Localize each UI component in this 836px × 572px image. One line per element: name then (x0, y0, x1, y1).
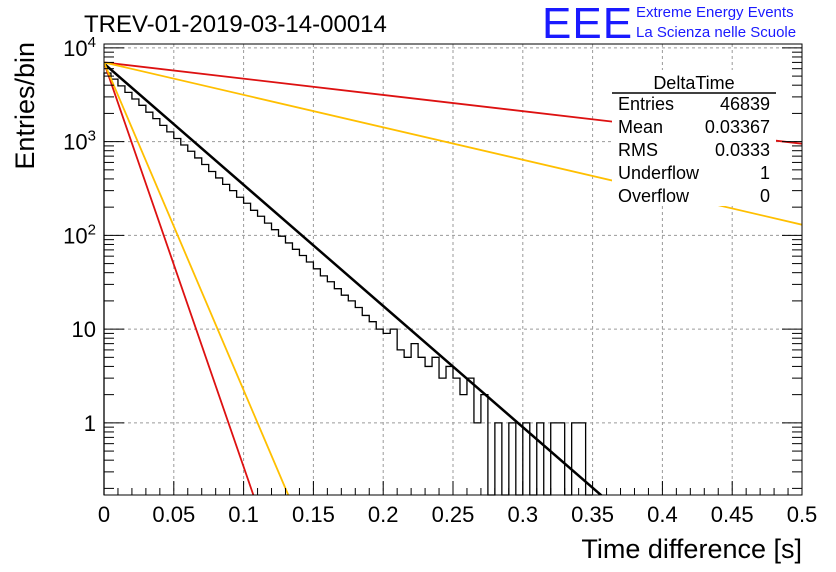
x-tick-label: 0.45 (711, 502, 754, 527)
stats-value: 0.03367 (705, 117, 770, 137)
stats-value: 1 (760, 163, 770, 183)
stats-label: RMS (618, 140, 658, 160)
stats-value: 0.0333 (715, 140, 770, 160)
x-tick-label: 0.5 (787, 502, 818, 527)
y-tick-label: 102 (63, 221, 96, 248)
y-tick-label: 1 (84, 411, 96, 436)
brand-line-2: La Scienza nelle Scuole (636, 24, 797, 41)
y-tick-label: 103 (63, 128, 96, 155)
stats-label: Mean (618, 117, 663, 137)
tick-labels: 0 0.05 0.1 0.15 0.2 0.25 0.3 0.35 0.4 0.45 0.51101… (63, 34, 817, 527)
brand-line-1: Extreme Energy Events (636, 4, 794, 21)
x-axis-label: Time difference [s] (581, 534, 802, 564)
histogram (103, 72, 593, 496)
brand-block: EEE Extreme Energy Events La Scienza nel… (542, 2, 832, 46)
x-tick-label: 0.2 (368, 502, 399, 527)
stats-rows: Entries 46839 Mean 0.03367 RMS 0.0333 Underflo… (618, 94, 770, 206)
fit-line (104, 62, 603, 495)
histogram-outline (103, 72, 593, 496)
stats-label: Overflow (618, 186, 690, 206)
chart-title: TREV-01-2019-03-14-00014 (84, 11, 387, 38)
fit-line (104, 62, 255, 495)
eee-logo: EEE (542, 0, 634, 48)
grid (104, 44, 802, 495)
fit-line (104, 62, 290, 495)
x-tick-label: 0.1 (228, 502, 259, 527)
y-tick-label: 10 (72, 317, 96, 342)
x-tick-label: 0.4 (647, 502, 678, 527)
x-tick-label: 0.35 (571, 502, 614, 527)
stats-label: Underflow (618, 163, 700, 183)
stats-value: 46839 (720, 94, 770, 114)
x-tick-label: 0.25 (432, 502, 475, 527)
x-tick-label: 0.15 (292, 502, 335, 527)
y-axis-label: Entries/bin (10, 42, 40, 170)
axis-ticks (103, 47, 803, 495)
stats-header: DeltaTime (653, 73, 734, 93)
x-tick-label: 0 (98, 502, 110, 527)
x-tick-label: 0.3 (508, 502, 539, 527)
stats-box: DeltaTime Entries 46839 Mean 0.03367 RMS 0.03… (612, 70, 776, 206)
stats-value: 0 (760, 186, 770, 206)
stats-label: Entries (618, 94, 674, 114)
x-tick-label: 0.05 (152, 502, 195, 527)
